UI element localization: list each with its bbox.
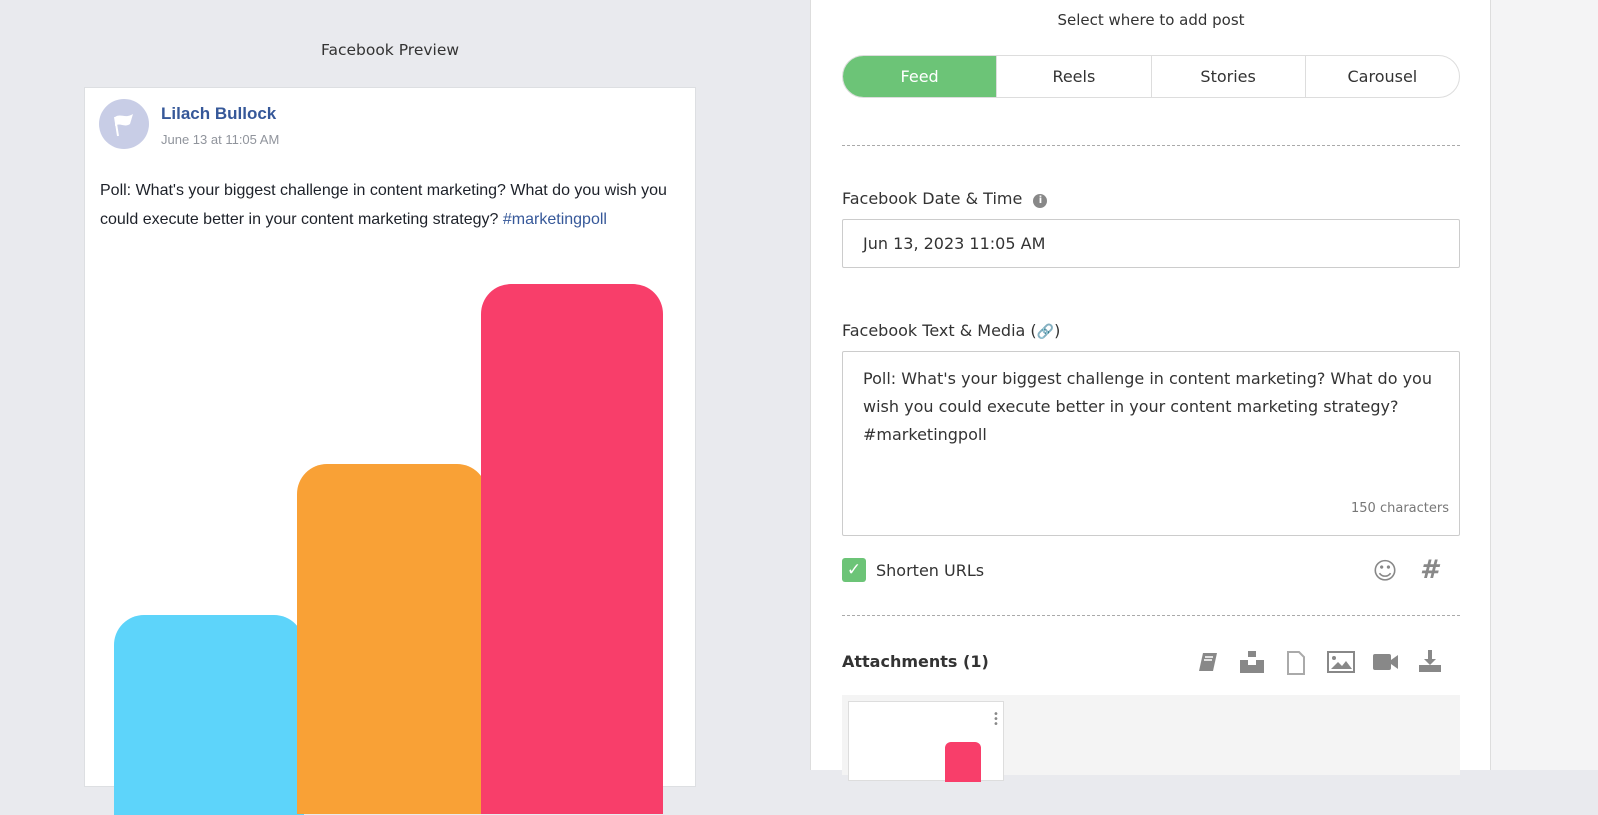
emoji-icon[interactable]: ☺: [1372, 557, 1398, 585]
book-icon[interactable]: [1196, 650, 1220, 674]
text-label-text: Facebook Text & Media (: [842, 321, 1037, 340]
image-bar-blue: [114, 615, 304, 815]
shorten-urls-checkbox[interactable]: ✓: [842, 558, 866, 582]
text-label-end: ): [1054, 321, 1061, 340]
date-time-input[interactable]: Jun 13, 2023 11:05 AM: [842, 219, 1460, 268]
preview-pane: Facebook Preview Lilach Bullock June 13 …: [0, 0, 810, 815]
right-gutter: [1491, 0, 1598, 770]
tab-reels[interactable]: Reels: [996, 56, 1150, 97]
select-title: Select where to add post: [1057, 11, 1245, 29]
post-date[interactable]: June 13 at 11:05 AM: [161, 132, 280, 147]
post-text-input[interactable]: Poll: What's your biggest challenge in c…: [842, 351, 1460, 536]
video-icon[interactable]: [1372, 650, 1400, 674]
info-icon[interactable]: i: [1033, 194, 1048, 208]
flag-icon: [114, 114, 133, 137]
post-body: Poll: What's your biggest challenge in c…: [100, 182, 667, 228]
divider: [842, 615, 1460, 616]
author-name[interactable]: Lilach Bullock: [161, 104, 277, 123]
attachments-label: Attachments (1): [842, 652, 989, 671]
tab-carousel[interactable]: Carousel: [1304, 56, 1459, 97]
image-icon[interactable]: [1327, 650, 1355, 674]
post-type-tabs: Feed Reels Stories Carousel: [842, 55, 1460, 98]
post-text-value: Poll: What's your biggest challenge in c…: [863, 369, 1432, 444]
more-options-icon[interactable]: • • •: [993, 709, 999, 730]
post-text: Poll: What's your biggest challenge in c…: [100, 176, 690, 234]
upload-box-icon[interactable]: [1239, 650, 1265, 674]
avatar: [99, 99, 149, 149]
image-bar-orange: [297, 464, 487, 814]
thumbnail-image: [945, 742, 981, 782]
tab-stories[interactable]: Stories: [1150, 56, 1305, 97]
document-icon[interactable]: [1285, 650, 1307, 676]
tab-feed[interactable]: Feed: [843, 56, 997, 97]
char-count: 150 characters: [1351, 501, 1449, 516]
preview-title: Facebook Preview: [320, 41, 460, 59]
date-label-text: Facebook Date & Time: [842, 189, 1023, 208]
post-editor: Select where to add post Feed Reels Stor…: [810, 0, 1491, 782]
divider: [842, 145, 1460, 146]
shorten-urls-label[interactable]: Shorten URLs: [876, 561, 985, 580]
facebook-post-preview: Lilach Bullock June 13 at 11:05 AM Poll:…: [84, 87, 696, 815]
date-label: Facebook Date & Time i: [842, 189, 1048, 208]
download-icon[interactable]: [1417, 648, 1443, 674]
hashtag-link[interactable]: #marketingpoll: [502, 211, 607, 228]
hashtag-icon[interactable]: #: [1419, 555, 1439, 585]
text-label: Facebook Text & Media (🔗): [842, 321, 1060, 340]
attachments-area: • • •: [842, 695, 1460, 782]
image-bar-red: [481, 284, 663, 814]
link-icon[interactable]: 🔗: [1036, 324, 1055, 340]
attachment-thumbnail[interactable]: • • •: [848, 701, 1004, 782]
